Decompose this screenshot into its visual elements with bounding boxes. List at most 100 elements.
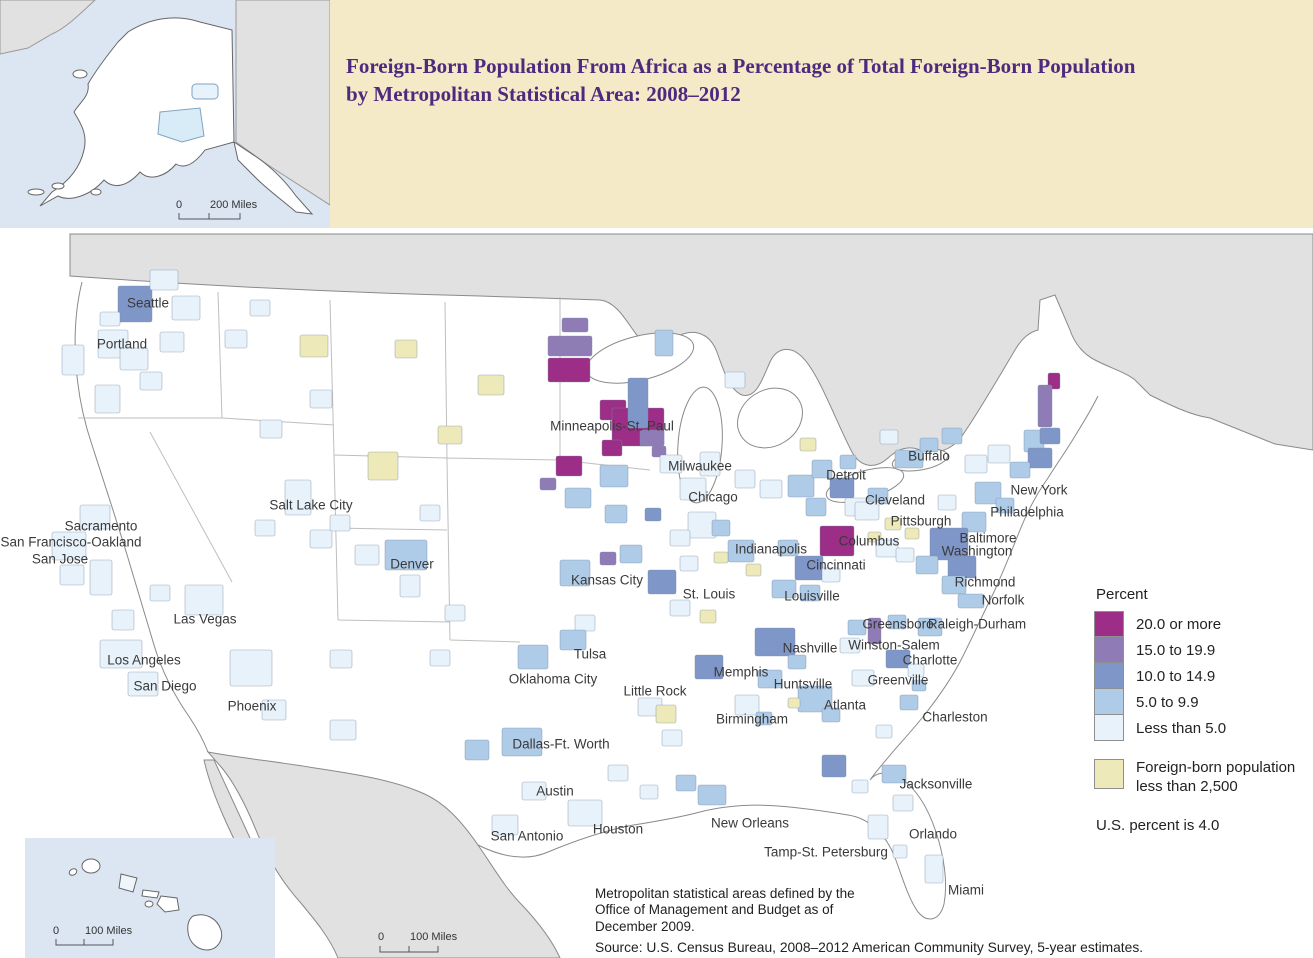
metro-area-patch [961,511,987,533]
metro-area-patch [884,517,902,531]
metro-area-patch [517,644,549,670]
fairbanks-metro [191,83,219,100]
metro-area-patch [1027,447,1053,469]
metro-area-patch [904,527,920,540]
metro-area-patch [755,711,773,726]
metro-area-patch [261,699,287,721]
metro-area-patch [924,854,944,884]
metro-area-patch [604,504,628,524]
legend-swatch-10-14 [1094,663,1124,689]
metro-area-patch [867,531,882,543]
metro-area-patch [734,694,760,716]
metro-area-patch [805,497,827,517]
legend-row: 5.0 to 9.9 [1094,689,1309,715]
metro-area-patch [907,663,925,678]
metro-area-patch [699,451,721,477]
metro-area-patch [399,574,421,598]
metro-area-patch [727,539,755,563]
svg-text:0: 0 [53,925,59,937]
metro-area-patch [799,584,821,602]
source-line: Source: U.S. Census Bureau, 2008–2012 Am… [595,940,1144,955]
canada-landmass-inset [235,0,331,206]
metro-area-patch [887,614,907,630]
metro-area-patch [794,555,824,581]
metro-area-patch [149,269,179,291]
metro-area-patch [464,739,490,761]
metro-area-patch [839,454,857,470]
metro-area-patch [917,617,943,637]
metro-area-patch [79,504,111,530]
legend-heading: Percent [1096,586,1148,603]
metro-area-patch [1039,427,1061,445]
metro-area-patch [639,429,665,447]
svg-text:100 Miles: 100 Miles [85,925,133,937]
metro-area-patch [799,437,817,452]
hawaii-scale-bar: 0 100 Miles [53,925,133,946]
metro-area-patch [444,604,466,622]
metro-area-patch [384,539,428,571]
title-header: Foreign-Born Population From Africa as a… [330,0,1313,228]
legend-row: Less than 5.0 [1094,715,1309,741]
metro-area-patch [429,649,451,667]
metro-area-patch [654,329,674,357]
metro-area-patch [329,514,351,532]
metro-area-patch [875,724,893,739]
metro-area-patch [885,649,911,669]
metro-area-patch [117,285,153,323]
metro-area-patch [111,609,135,631]
metro-area-patch [477,374,505,396]
metro-area-patch [759,479,783,499]
metro-area-patch [819,525,855,557]
metro-area-patch [851,669,875,687]
svg-text:0: 0 [176,199,182,211]
metro-area-patch [501,727,543,757]
metro-area-patch [829,477,855,499]
metro-area-patch [669,599,691,617]
metro-area-patch [51,531,87,561]
anchorage-metro [157,107,205,143]
metro-area-patch [929,527,969,561]
metro-area-patch [675,774,697,792]
metro-area-patch [995,497,1015,514]
metro-area-patch [299,334,329,358]
metro-area-patch [159,331,185,353]
canada-landmass [69,233,1313,466]
alaska-scale-bar: 0 200 Miles [176,199,258,220]
legend: Percent 20.0 or more 15.0 to 19.9 10.0 t… [1094,586,1309,834]
metro-area-patch [599,551,617,566]
metro-area-patch [713,551,729,564]
metro-area-patch [699,609,717,624]
metro-area-patch [229,649,273,687]
metro-area-patch [184,584,224,616]
metro-area-patch [821,567,841,583]
page-title: Foreign-Born Population From Africa as a… [346,54,1136,107]
metro-area-patch [847,619,867,636]
metro-area-patch [867,814,889,840]
metro-area-patch [59,564,85,586]
metro-patch-layer [51,269,1061,884]
metro-area-patch [555,455,583,477]
metro-area-patch [547,357,591,383]
metro-area-patch [724,371,746,389]
metro-area-patch [567,799,603,827]
metro-area-patch [659,454,683,474]
metro-area-patch [915,555,939,575]
russia-landmass [0,0,96,55]
metro-area-patch [771,579,797,599]
svg-text:200 Miles: 200 Miles [210,199,258,211]
metro-area-patch [644,507,662,522]
metro-area-patch [821,754,847,778]
metro-area-patch [745,563,762,577]
metro-area-patch [601,439,623,457]
metro-area-patch [787,654,807,670]
metro-area-patch [561,317,589,333]
coastlines [74,281,1099,920]
metro-area-patch [539,477,557,491]
metro-area-patch [787,697,801,709]
metro-area-patch [419,504,441,522]
metro-area-patch [754,627,796,657]
metro-area-patch [559,559,591,587]
legend-row: 20.0 or more [1094,611,1309,637]
metro-area-patch [679,477,707,501]
